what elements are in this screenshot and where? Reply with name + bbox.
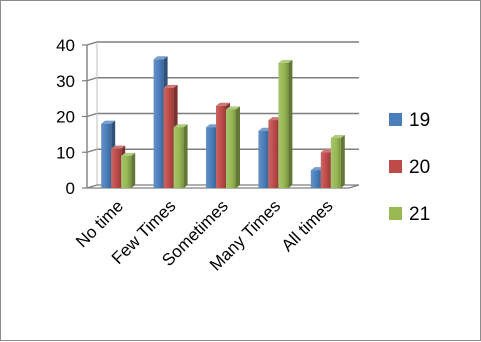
bar-all-times-series-21 xyxy=(330,134,345,188)
legend-item-21: 21 xyxy=(389,204,430,225)
legend-label: 20 xyxy=(409,157,430,178)
y-tick-label: 20 xyxy=(56,108,75,127)
x-category-label: All times xyxy=(278,196,337,255)
legend-label: 19 xyxy=(409,110,430,131)
legend-swatch xyxy=(389,207,402,220)
y-tick-label: 10 xyxy=(56,143,75,162)
legend: 19 20 21 xyxy=(389,110,430,225)
gridline xyxy=(86,41,359,46)
bar-no-time-series-21 xyxy=(121,152,136,188)
legend-item-19: 19 xyxy=(389,110,430,131)
y-tick-label: 40 xyxy=(56,36,75,55)
bar-many-times-series-21 xyxy=(278,59,293,188)
legend-swatch xyxy=(389,113,402,126)
bar-few-times-series-21 xyxy=(173,124,188,188)
bar-sometimes-series-21 xyxy=(226,106,240,188)
legend-swatch xyxy=(389,160,402,173)
legend-label: 21 xyxy=(409,204,430,225)
y-tick-label: 30 xyxy=(56,72,75,91)
bars xyxy=(101,56,345,188)
legend-item-20: 20 xyxy=(389,157,430,178)
y-tick-labels: 0 10 20 30 40 xyxy=(56,36,75,198)
gridline xyxy=(86,77,359,82)
y-tick-label: 0 xyxy=(66,179,75,198)
